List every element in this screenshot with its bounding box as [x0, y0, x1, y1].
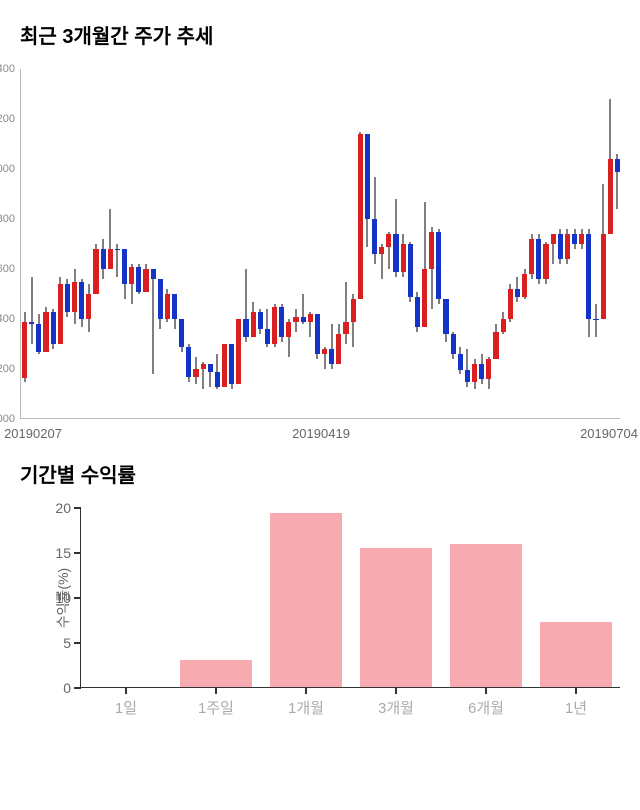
barchart-xtick-label: 1주일	[198, 697, 234, 718]
barchart-ytick-label: 5	[63, 635, 71, 651]
barchart-title: 기간별 수익률	[20, 459, 620, 488]
bar	[180, 660, 252, 687]
candlestick-chart: 3000320034003600380040004200440020190207…	[20, 69, 620, 419]
barchart-ytick	[74, 642, 81, 644]
barchart-ytick	[74, 687, 81, 689]
barchart-ytick	[74, 552, 81, 554]
barchart-xtick	[215, 687, 217, 694]
candlestick-ytick-label: 3000	[0, 413, 15, 425]
bar	[270, 513, 342, 687]
barchart-ytick-label: 20	[55, 500, 71, 516]
candlestick-title: 최근 3개월간 주가 추세	[20, 20, 620, 49]
candlestick-ytick-label: 3200	[0, 363, 15, 375]
candlestick-xtick-label: 20190207	[4, 426, 62, 441]
barchart-chart: 수익률(%) 051015201일1주일1개월3개월6개월1년	[80, 508, 620, 688]
bar	[540, 622, 612, 687]
barchart-ytick	[74, 597, 81, 599]
barchart-section: 기간별 수익률 수익률(%) 051015201일1주일1개월3개월6개월1년	[20, 459, 620, 688]
candlestick-ytick-label: 3400	[0, 313, 15, 325]
candlestick-xtick-label: 20190419	[292, 426, 350, 441]
barchart-xtick-label: 1개월	[288, 697, 324, 718]
candlestick-xtick-label: 20190704	[580, 426, 638, 441]
candlestick-ytick-label: 4200	[0, 113, 15, 125]
barchart-xtick	[575, 687, 577, 694]
bar	[360, 548, 432, 687]
candlestick-ytick-label: 3800	[0, 213, 15, 225]
barchart-xtick	[395, 687, 397, 694]
barchart-ytick	[74, 507, 81, 509]
barchart-xtick	[125, 687, 127, 694]
candlestick-ytick-label: 4400	[0, 63, 15, 75]
barchart-xtick	[305, 687, 307, 694]
candlestick-ytick-label: 3600	[0, 263, 15, 275]
bar	[450, 544, 522, 687]
candlestick-ytick-label: 4000	[0, 163, 15, 175]
candlestick-section: 최근 3개월간 주가 추세 30003200340036003800400042…	[20, 20, 620, 419]
barchart-xtick	[485, 687, 487, 694]
barchart-ytick-label: 15	[55, 545, 71, 561]
candlestick-chart-container: 3000320034003600380040004200440020190207…	[20, 69, 620, 419]
barchart-xtick-label: 1일	[115, 697, 137, 718]
barchart-xtick-label: 6개월	[468, 697, 504, 718]
barchart-xtick-label: 3개월	[378, 697, 414, 718]
barchart-ytick-label: 0	[63, 680, 71, 696]
barchart-xtick-label: 1년	[565, 697, 587, 718]
barchart-ytick-label: 10	[55, 590, 71, 606]
